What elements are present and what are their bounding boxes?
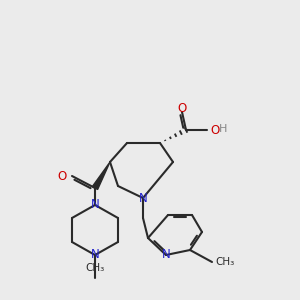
Polygon shape <box>92 162 110 190</box>
Text: N: N <box>162 248 170 262</box>
Text: N: N <box>91 199 99 212</box>
Text: O: O <box>210 124 219 136</box>
Text: O: O <box>58 169 67 182</box>
Text: N: N <box>139 191 147 205</box>
Text: H: H <box>219 124 227 134</box>
Text: CH₃: CH₃ <box>215 257 234 267</box>
Text: CH₃: CH₃ <box>85 263 105 273</box>
Text: O: O <box>177 103 187 116</box>
Text: N: N <box>91 248 99 262</box>
